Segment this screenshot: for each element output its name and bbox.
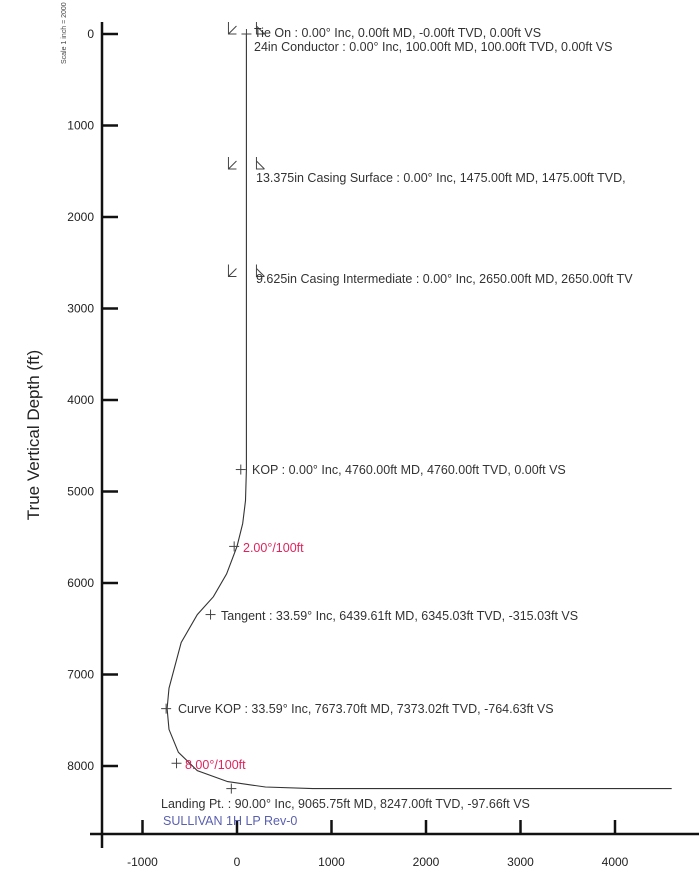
y-tick-label: 0 bbox=[87, 27, 94, 41]
scale-label: Scale 1 inch = 2000 bbox=[61, 2, 68, 64]
station-annotation: 13.375in Casing Surface : 0.00° Inc, 147… bbox=[256, 171, 626, 185]
y-ticks: 0 1000 2000 3000 4000 5000 6000 7000 8000 bbox=[67, 27, 118, 773]
y-tick-label: 1000 bbox=[67, 119, 94, 133]
y-tick-label: 5000 bbox=[67, 485, 94, 499]
annotations: Tie On : 0.00° Inc, 0.00ft MD, -0.00ft T… bbox=[161, 26, 633, 828]
well-path-line bbox=[166, 34, 672, 790]
y-tick-label: 3000 bbox=[67, 302, 94, 316]
casing-shoe bbox=[227, 264, 265, 277]
station-marker bbox=[229, 541, 240, 552]
x-tick-label: 2000 bbox=[413, 855, 440, 869]
dogleg-rate-label: 2.00°/100ft bbox=[243, 541, 304, 555]
station-annotation: 9.625in Casing Intermediate : 0.00° Inc,… bbox=[256, 272, 633, 286]
station-markers bbox=[161, 29, 252, 794]
station-marker bbox=[226, 783, 237, 794]
station-marker bbox=[241, 29, 252, 39]
x-tick-label: -1000 bbox=[127, 855, 158, 869]
y-tick-label: 4000 bbox=[67, 393, 94, 407]
x-tick-label: 1000 bbox=[318, 855, 345, 869]
casing-shoes bbox=[227, 22, 265, 277]
x-ticks: -10000100020003000400050 bbox=[127, 820, 629, 869]
station-marker bbox=[235, 464, 246, 475]
casing-shoe bbox=[227, 22, 265, 35]
y-tick-label: 7000 bbox=[67, 668, 94, 682]
y-tick-label: 2000 bbox=[67, 210, 94, 224]
station-annotation: Curve KOP : 33.59° Inc, 7673.70ft MD, 73… bbox=[178, 702, 554, 716]
x-tick-label: 0 bbox=[234, 855, 241, 869]
station-annotation: Tangent : 33.59° Inc, 6439.61ft MD, 6345… bbox=[221, 609, 578, 623]
x-tick-label: 4000 bbox=[602, 855, 629, 869]
station-marker bbox=[161, 703, 172, 714]
station-marker bbox=[205, 609, 216, 620]
station-annotation: KOP : 0.00° Inc, 4760.00ft MD, 4760.00ft… bbox=[252, 463, 566, 477]
dogleg-rate-label: 8.00°/100ft bbox=[185, 758, 246, 772]
station-annotation: Tie On : 0.00° Inc, 0.00ft MD, -0.00ft T… bbox=[254, 26, 541, 40]
station-marker bbox=[171, 758, 182, 769]
casing-shoe bbox=[227, 156, 265, 170]
y-tick-label: 8000 bbox=[67, 759, 94, 773]
station-annotation: Landing Pt. : 90.00° Inc, 9065.75ft MD, … bbox=[161, 797, 530, 811]
y-tick-label: 6000 bbox=[67, 576, 94, 590]
well-name-label: SULLIVAN 1H LP Rev-0 bbox=[163, 814, 297, 828]
y-axis-label: True Vertical Depth (ft) bbox=[24, 350, 43, 520]
x-tick-label: 3000 bbox=[507, 855, 534, 869]
station-annotation: 24in Conductor : 0.00° Inc, 100.00ft MD,… bbox=[254, 40, 612, 54]
